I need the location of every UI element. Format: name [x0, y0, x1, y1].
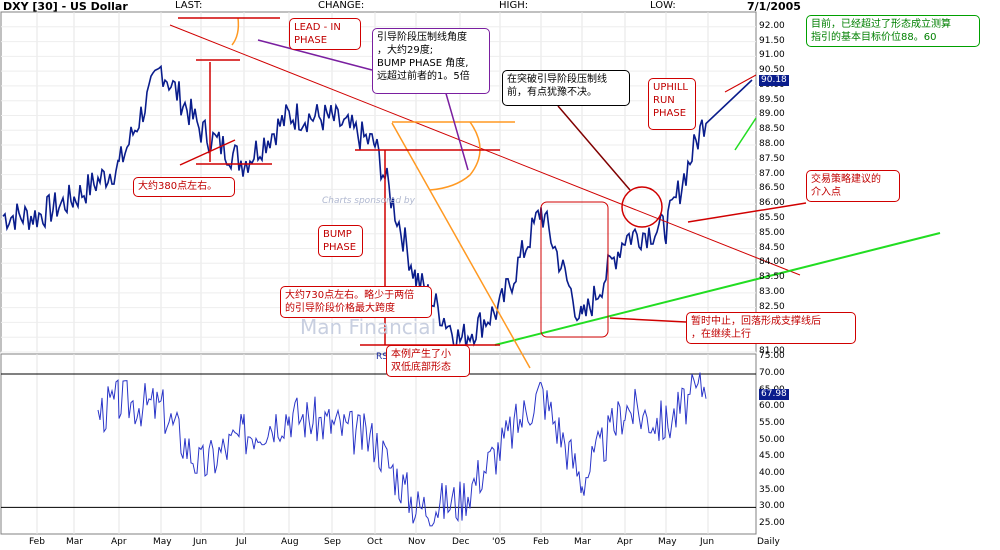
last-rsi-flag: 67.98: [759, 389, 789, 400]
support-trendline: [494, 232, 941, 346]
price-tick-label: 81.00: [759, 346, 785, 356]
price-tick-label: 86.50: [759, 183, 785, 194]
low-label: LOW:: [650, 0, 676, 11]
pause-pointer: [609, 317, 687, 323]
month-tick-label: Nov: [408, 537, 426, 547]
price-tick-label: 89.00: [759, 109, 785, 120]
rsi-tick-label: 45.00: [759, 451, 785, 462]
price-tick-label: 85.50: [759, 212, 785, 223]
price-tick-label: 82.50: [759, 301, 785, 312]
month-tick-label: Jun: [193, 537, 208, 547]
rsi-tick-label: 40.00: [759, 468, 785, 478]
rsi-tick-label: 55.00: [759, 418, 785, 428]
price-tick-label: 89.50: [759, 94, 785, 105]
price-tick-label: 83.00: [759, 286, 785, 297]
lead-in-angle-arc: [231, 17, 240, 46]
entry-pointer: [687, 202, 807, 223]
month-tick-label: Apr: [617, 537, 633, 547]
rsi-tick-label: 70.00: [759, 368, 785, 378]
target-price-note: 目前，已经超过了形态成立测算 指引的基本目标价位88。60: [806, 15, 980, 47]
month-tick-label: Feb: [533, 537, 549, 547]
rsi-tick-label: 25.00: [759, 518, 785, 528]
price-tick-label: 84.00: [759, 257, 785, 268]
chart-date: 7/1/2005: [747, 0, 801, 13]
last-price-flag: 90.18: [759, 75, 789, 86]
price-tick-label: 88.50: [759, 124, 785, 135]
month-tick-label: Oct: [367, 537, 383, 547]
month-tick-label: May: [153, 537, 172, 547]
chart-title: DXY [30] - US Dollar: [3, 0, 128, 13]
bump-angle-pointer: [444, 89, 469, 171]
series-layer: [2, 64, 753, 527]
change-label: CHANGE:: [318, 0, 365, 11]
uphill-run-phase-label: UPHILL RUN PHASE: [648, 78, 696, 130]
hesitation-pointer: [557, 105, 631, 191]
month-tick-label: Apr: [111, 537, 127, 547]
month-tick-label: Jun: [700, 537, 715, 547]
month-tick-label: Mar: [574, 537, 591, 547]
high-label: HIGH:: [499, 0, 529, 11]
month-tick-label: May: [658, 537, 677, 547]
price-tick-label: 91.50: [759, 35, 785, 46]
month-tick-label: Sep: [324, 537, 341, 547]
entry-point-note: 交易策略建议的 介入点: [806, 170, 900, 202]
rsi-tick-label: 50.00: [759, 434, 785, 445]
bump-phase-label: BUMP PHASE: [318, 225, 363, 257]
price-series-line: [2, 64, 753, 351]
double-bottom-box: [540, 201, 609, 338]
price-tick-label: 83.50: [759, 272, 785, 283]
pts380-note: 大约380点左右。: [133, 177, 235, 197]
price-tick-label: 85.00: [759, 227, 785, 238]
price-tick-label: 88.00: [759, 139, 785, 150]
bump-phase-trendline: [391, 122, 531, 369]
month-tick-label: Jul: [236, 537, 247, 547]
lead-angle-pointer: [257, 39, 373, 71]
rsi-series-line: [97, 372, 707, 527]
rsi-tick-label: 30.00: [759, 501, 785, 512]
month-tick-label: Daily: [757, 537, 780, 547]
price-tick-label: 84.50: [759, 242, 785, 253]
lead-in-angle-note: 引导阶段压制线角度 ，大约29度; BUMP PHASE 角度, 远超过前者的1…: [372, 28, 490, 94]
rsi-tick-label: 75.00: [759, 351, 785, 362]
month-tick-label: Dec: [452, 537, 470, 547]
price-tick-label: 91.00: [759, 50, 785, 61]
month-tick-label: Aug: [281, 537, 299, 547]
price-tick-label: 92.00: [759, 20, 785, 31]
rsi-tick-label: 60.00: [759, 401, 785, 412]
pts730-note: 大约730点左右。略少于两倍 的引导阶段价格最大跨度: [280, 286, 432, 318]
double-bottom-note: 本例产生了小 双低底部形态: [386, 345, 470, 377]
price-tick-label: 86.00: [759, 198, 785, 209]
pause-support-note: 暂时中止，回落形成支撑线后 ，在继续上行: [686, 312, 856, 344]
price-tick-label: 90.50: [759, 65, 785, 76]
hesitation-circle: [621, 186, 663, 228]
month-tick-label: '05: [492, 537, 506, 547]
price-tick-label: 87.00: [759, 168, 785, 179]
uphill-ref-lower: [734, 117, 757, 151]
pts380-pointer: [179, 139, 236, 166]
price-tick-label: 87.50: [759, 153, 785, 164]
month-tick-label: Feb: [29, 537, 45, 547]
rsi-tick-label: 35.00: [759, 484, 785, 495]
watermark-brand: Man Financial: [300, 315, 437, 339]
overlay-layer: [169, 17, 941, 369]
grid-layer: [1, 12, 756, 534]
lead-in-phase-label: LEAD - IN PHASE: [289, 18, 361, 50]
sponsor-text: Charts sponsored by: [322, 196, 415, 206]
month-tick-label: Mar: [66, 537, 83, 547]
bump-angle-arc: [429, 121, 481, 191]
last-label: LAST:: [175, 0, 203, 11]
uphill-ref-upper: [724, 74, 757, 93]
hesitation-note: 在突破引导阶段压制线 前，有点犹豫不决。: [502, 70, 630, 106]
